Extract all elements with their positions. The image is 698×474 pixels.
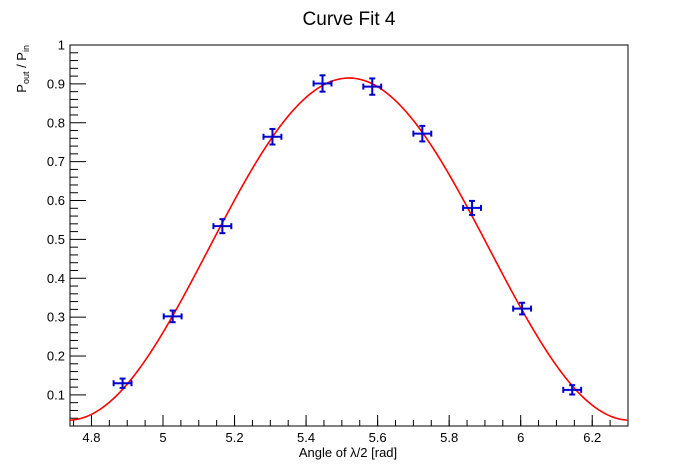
y-tick-label: 0.2 bbox=[47, 349, 65, 364]
chart-title: Curve Fit 4 bbox=[303, 9, 396, 30]
x-tick-label: 5.8 bbox=[440, 430, 458, 445]
x-axis-label: Angle of λ/2 [rad] bbox=[299, 445, 397, 460]
x-tick-label: 5.2 bbox=[225, 430, 243, 445]
y-tick-label: 0.9 bbox=[47, 76, 65, 91]
data-point bbox=[562, 384, 583, 396]
data-point bbox=[462, 199, 482, 216]
fit-curve bbox=[69, 77, 629, 421]
y-tick-label: 0.4 bbox=[47, 271, 65, 286]
y-axis-tick-labels: 0.1 0.2 0.3 0.4 0.5 0.6 0.7 0.8 0.9 1 bbox=[47, 38, 65, 403]
data-point bbox=[312, 74, 333, 93]
y-tick-label: 0.6 bbox=[47, 193, 65, 208]
y-tick-label: 0.8 bbox=[47, 115, 65, 130]
x-axis-tick-labels: 4.8 5 5.2 5.4 5.6 5.8 6 6.2 bbox=[82, 430, 601, 445]
plot-frame bbox=[69, 44, 629, 427]
y-tick-label: 0.1 bbox=[47, 387, 65, 402]
y-axis-label-sep: / P bbox=[14, 52, 29, 72]
y-axis-ticks bbox=[70, 44, 86, 427]
y-axis-label-sub1: out bbox=[21, 71, 31, 84]
data-point bbox=[112, 377, 133, 389]
data-points bbox=[112, 74, 583, 396]
x-tick-label: 5 bbox=[159, 430, 166, 445]
x-tick-label: 5.6 bbox=[369, 430, 387, 445]
x-tick-label: 6 bbox=[517, 430, 524, 445]
x-axis-ticks bbox=[73, 415, 629, 426]
data-point bbox=[512, 301, 533, 316]
y-axis-label: Pout / Pin bbox=[14, 45, 31, 93]
data-point bbox=[262, 127, 283, 146]
x-tick-label: 5.4 bbox=[297, 430, 315, 445]
data-point bbox=[362, 77, 383, 96]
x-tick-label: 4.8 bbox=[82, 430, 100, 445]
y-axis-label-sub2: in bbox=[21, 45, 31, 52]
x-tick-label: 6.2 bbox=[583, 430, 601, 445]
data-point bbox=[412, 124, 433, 143]
y-axis-label-p1: P bbox=[14, 84, 29, 93]
data-point bbox=[162, 309, 183, 324]
y-tick-label: 1 bbox=[58, 38, 65, 53]
y-tick-label: 0.5 bbox=[47, 232, 65, 247]
y-tick-label: 0.7 bbox=[47, 154, 65, 169]
data-point bbox=[212, 218, 233, 235]
y-tick-label: 0.3 bbox=[47, 310, 65, 325]
